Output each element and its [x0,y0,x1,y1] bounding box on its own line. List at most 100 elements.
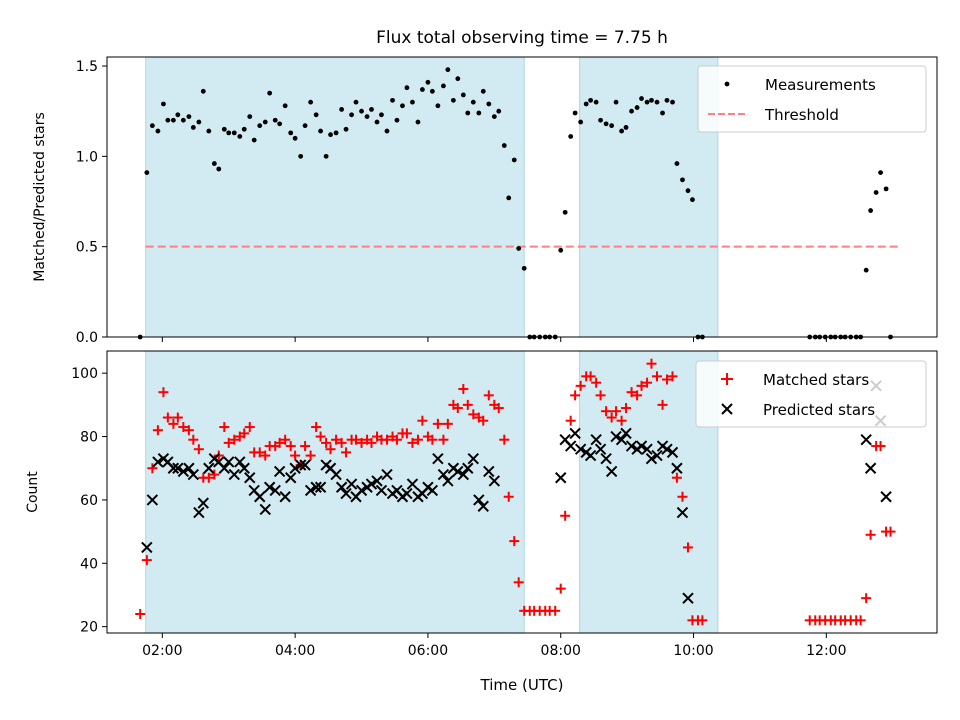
matched-star-point [427,434,438,445]
ratio-y-axis-label: Matched/Predicted stars [32,112,48,282]
count-legend-box [695,360,927,428]
predicted-star-point [365,478,378,490]
predicted-star-point [864,462,877,474]
measurement-point [644,99,650,105]
x-tick-label: 02:00 [142,643,182,659]
measurement-point [506,195,512,201]
measurement-point [211,161,217,166]
predicted-star-point [682,592,694,604]
x-axis-label: Time (UTC) [480,676,564,694]
matched-star-point [468,409,479,420]
count-y-tick-label: 80 [80,430,98,446]
matched-star-point [646,358,657,369]
matched-star-point [300,441,311,452]
legend-label-threshold: Threshold [764,106,839,124]
matched-star-point [178,422,189,433]
measurement-point [404,85,410,91]
measurement-point [588,97,594,103]
predicted-star-point [284,472,297,484]
legend-label-matched: Matched stars [763,371,869,389]
matched-star-point [438,434,449,445]
matched-star-point [642,377,653,388]
predicted-star-point [152,456,164,468]
matched-star-point [336,437,347,448]
measurement-point [568,134,574,139]
measurement-point [441,83,446,89]
measurement-point [445,67,451,73]
matched-star-point [244,422,255,433]
predicted-star-point [183,462,195,474]
matched-star-point [254,447,265,458]
ratio-legend: Measurements Threshold [697,65,927,133]
matched-star-point [285,441,296,452]
count-panel: 20 40 60 80 100 02:00 04:00 06:00 08:00 10:00 12:… [25,350,938,694]
matched-star-point [855,615,866,626]
predicted-star-point [406,478,419,490]
measurements-legend-marker [724,81,730,87]
measurement-point [619,128,624,134]
matched-star-point [401,428,412,439]
matched-star-point [412,434,423,445]
predicted-star-point [375,484,388,497]
x-tick-label: 06:00 [408,643,448,659]
legend-label-predicted: Predicted stars [763,401,875,419]
matched-star-point [325,444,336,455]
predicted-star-point [594,443,607,455]
measurement-point [583,101,589,107]
matched-star-point [513,577,524,588]
matched-star-point [667,371,678,382]
matched-star-point [611,406,622,417]
measurement-point [226,130,232,136]
x-tick-label: 12:00 [806,643,846,659]
matched-star-point [260,450,271,461]
measurement-point [171,117,176,123]
measurement-point [292,135,298,141]
predicted-star-point [304,484,317,497]
count-y-tick-label: 100 [71,366,98,382]
measurement-point [288,130,294,136]
predicted-star-point [483,465,495,478]
predicted-star-point [172,462,184,474]
matched-star-point [432,418,443,429]
predicted-star-point [610,430,622,443]
measurement-point [558,247,564,253]
matched-star-point [172,412,183,423]
matched-star-point [499,434,510,445]
measurement-point [144,170,150,176]
measurement-point [216,166,222,172]
measurement-point [660,110,665,116]
predicted-star-point [340,487,352,500]
matched-star-point [865,529,876,540]
measurement-point [654,99,660,105]
predicted-star-point [605,465,618,478]
ratio-observing-window-1 [145,56,525,338]
matched-star-point [565,415,576,426]
measurement-point [609,123,615,129]
measurement-point [175,112,181,118]
measurement-point [674,161,680,166]
measurement-point [883,186,889,192]
measurement-point [374,119,380,125]
predicted-star-point [462,462,474,474]
matched-star-point [331,434,342,445]
matched-star-point [632,390,643,401]
count-observing-window-1 [145,350,525,634]
matched-star-point [305,450,316,461]
measurement-point [873,190,879,195]
predicted-star-point [574,443,587,455]
predicted-star-point [452,465,464,478]
predicted-star-point [299,459,311,471]
matched-star-point [661,374,672,385]
ratio-observing-window-2 [579,56,719,338]
predicted-star-point [457,468,470,481]
matched-star-point [555,583,566,594]
x-tick-label: 08:00 [541,643,581,659]
predicted-star-point [590,434,602,446]
predicted-star-point [146,494,159,506]
matched-star-point [697,615,708,626]
count-y-tick-label: 20 [80,620,98,636]
matched-star-point [657,399,668,410]
matched-star-point [366,437,377,448]
predicted-star-point [218,462,231,474]
measurement-point [425,79,431,85]
